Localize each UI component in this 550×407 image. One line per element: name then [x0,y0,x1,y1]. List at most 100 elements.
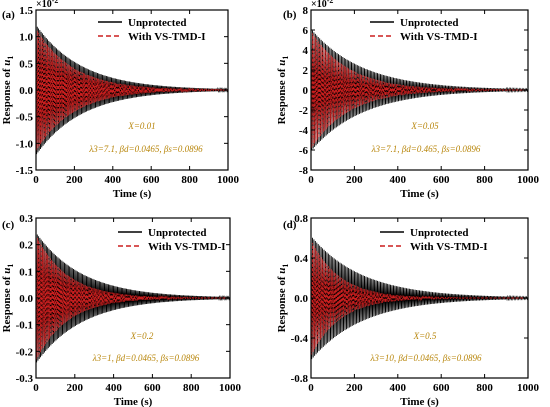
legend: Unprotected With VS-TMD-I [380,227,488,253]
y-tick-label: 0.0 [19,85,33,97]
x-tick-label: 600 [144,382,161,394]
y-tick-label: 0.4 [294,253,308,265]
legend: Unprotected With VS-TMD-I [370,17,478,43]
y-axis-label: Response of u1 [1,56,15,125]
legend-label-vs-tmd-i: With VS-TMD-I [148,241,226,253]
y-tick-label: 1.5 [19,5,33,17]
y-tick-label: 4 [303,45,309,57]
legend-label-vs-tmd-i: With VS-TMD-I [410,241,488,253]
x-tick-label: 1000 [517,174,540,186]
y-axis-label-sub: 1 [281,56,290,60]
x-axis-label: Time (s) [400,396,439,407]
y-axis-label-sub: 1 [281,264,290,268]
x-tick-label: 800 [183,382,200,394]
x-tick-label: 0 [308,382,314,394]
series-vs-tmd-i-line [36,235,230,360]
exponent-power: -2 [52,0,59,5]
panel-label: (c) [2,219,15,231]
y-tick-label: -0.3 [16,373,34,385]
y-tick-label: -1.0 [16,138,34,150]
chart-panel-1: 0 200 400 600 800 1000 -8 -6 -4 -2 0 2 4 6 8 Time (s) Re… [276,0,540,200]
y-axis-label: Response of u1 [276,264,290,333]
y-axis-label-sub: 1 [6,56,15,60]
panel-label: (b) [283,9,297,21]
x-tick-label: 0 [308,174,314,186]
x-tick-label: 800 [476,382,493,394]
annotation-x-value: X=0.5 [413,331,437,341]
y-tick-label: -0.4 [291,333,309,345]
y-axis-label-var: u [1,268,13,274]
series-vs-tmd-i-line [311,30,528,148]
exponent-base: ×10 [36,0,52,10]
exponent-base: ×10 [311,0,327,10]
legend-label-unprotected: Unprotected [400,17,458,29]
legend-label-unprotected: Unprotected [128,17,186,29]
x-tick-label: 600 [143,174,160,186]
y-tick-label: 0.1 [19,266,33,278]
x-tick-label: 400 [390,174,407,186]
y-tick-label: 0.0 [19,293,33,305]
annotation-parameters: λ3=7.1, βd=0.465, βs=0.0896 [371,144,481,154]
x-tick-label: 1000 [219,382,242,394]
y-tick-label: -0.8 [291,373,309,385]
series-unprotected-line [311,235,528,360]
series-unprotected-line [36,232,230,363]
y-axis-label-var: u [1,60,13,66]
y-tick-label: 2 [303,65,309,77]
legend: Unprotected With VS-TMD-I [118,227,226,253]
y-axis-label-sub: 1 [6,264,15,268]
x-tick-label: 0 [33,382,39,394]
y-tick-label: 8 [303,5,309,17]
y-tick-label: 0.5 [19,58,33,70]
x-tick-label: 800 [476,174,493,186]
legend-label-vs-tmd-i: With VS-TMD-I [400,31,478,43]
y-tick-label: 0 [303,85,309,97]
y-tick-label: -0.1 [16,320,33,332]
chart-panel-2: 0 200 400 600 800 1000 -0.3 -0.2 -0.1 0.0 0.1 0.2 0.… [1,213,242,407]
y-tick-label: -1.5 [16,165,34,177]
x-tick-label: 200 [346,174,363,186]
y-axis-label: Response of u1 [276,56,290,125]
x-tick-label: 200 [67,382,84,394]
y-axis-label-var: u [276,60,288,66]
y-axis-label: Response of u1 [1,264,15,333]
annotation-x-value: X=0.05 [410,121,439,131]
x-axis-label: Time (s) [114,396,153,407]
annotation-x-value: X=0.01 [127,121,155,131]
x-tick-label: 200 [66,174,83,186]
annotation-parameters: λ3=7.1, βd=0.0465, βs=0.0896 [88,144,203,154]
legend: Unprotected With VS-TMD-I [98,17,206,43]
y-tick-label: -6 [299,145,309,157]
legend-label-vs-tmd-i: With VS-TMD-I [128,31,206,43]
chart-panel-0: 0 200 400 600 800 1000 -1.5 -1.0 -0.5 0.0 0.5 1.0 1.… [1,0,240,200]
y-tick-label: -4 [299,125,309,137]
series-unprotected-line [36,24,228,155]
y-tick-label: 0.2 [19,240,33,252]
exponent-power: -2 [327,0,334,5]
x-axis-label: Time (s) [113,188,152,200]
series-unprotected-line [311,28,528,151]
x-tick-label: 200 [346,382,363,394]
x-tick-label: 600 [433,382,450,394]
y-axis-label-var: u [276,268,288,274]
x-tick-label: 0 [33,174,39,186]
y-tick-label: -8 [299,165,309,177]
panel-label: (d) [283,219,297,231]
y-tick-label: 0.3 [19,213,33,225]
annotation-x-value: X=0.2 [130,331,154,341]
y-axis-label-prefix: Response of [276,66,288,125]
x-tick-label: 1000 [217,174,240,186]
legend-label-unprotected: Unprotected [410,227,468,239]
x-tick-label: 400 [105,382,122,394]
y-tick-label: 6 [303,25,309,37]
exponent-label: ×10-2 [311,0,333,10]
legend-label-unprotected: Unprotected [148,227,206,239]
x-axis-label: Time (s) [400,188,439,200]
y-axis-label-prefix: Response of [1,66,13,125]
series-vs-tmd-i-line [36,28,228,151]
x-tick-label: 800 [181,174,198,186]
panel-label: (a) [2,9,15,21]
y-axis-label-prefix: Response of [1,274,13,333]
y-tick-label: 1.0 [19,32,33,44]
